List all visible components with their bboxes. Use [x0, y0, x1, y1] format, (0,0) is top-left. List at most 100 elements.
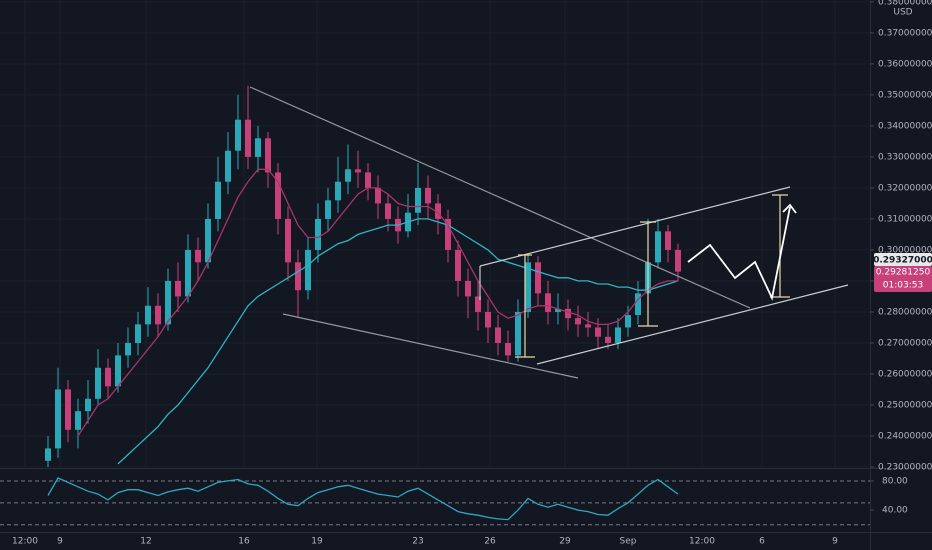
- candle-body: [455, 249, 461, 281]
- x-tick-label: 16: [238, 537, 250, 547]
- y-tick-label: 0.30000000: [878, 245, 932, 255]
- y-tick-label: 0.32000000: [878, 183, 932, 193]
- candle-body: [515, 311, 521, 356]
- y-tick-label: 0.28000000: [878, 307, 932, 317]
- measure: [770, 194, 790, 298]
- candle-body: [375, 187, 381, 204]
- x-tick-label: Sep: [620, 537, 637, 547]
- candle-body: [175, 280, 181, 297]
- y-tick-label: 0.34000000: [878, 121, 932, 131]
- measure: [515, 254, 535, 358]
- candle-body: [625, 315, 631, 328]
- candle-body: [185, 249, 191, 297]
- candle-body: [335, 181, 341, 201]
- candle-body: [75, 411, 81, 430]
- y-tick-label: 0.25000000: [878, 400, 932, 410]
- price-pane: [45, 85, 681, 467]
- y-tick-label: 0.37000000: [878, 28, 932, 38]
- candle-body: [355, 169, 361, 173]
- candle-body: [655, 231, 661, 263]
- y-tick-label: 0.33000000: [878, 152, 932, 162]
- x-tick-label: 23: [412, 537, 423, 547]
- candle-body: [345, 169, 351, 182]
- candle-body: [635, 293, 641, 316]
- trend-line: [249, 86, 751, 309]
- candle-body: [605, 336, 611, 343]
- candle-body: [255, 138, 261, 157]
- currency: USD: [893, 8, 912, 18]
- y-tick-label: 0.36000000: [878, 59, 932, 69]
- x-tick-label: 9: [57, 537, 63, 547]
- candle-body: [125, 342, 131, 356]
- channel-line: [479, 186, 791, 267]
- candle-body: [225, 150, 231, 182]
- candle-body: [245, 119, 251, 157]
- rsi-line: [47, 477, 679, 521]
- candle-body: [215, 181, 221, 219]
- moving-average: [117, 218, 679, 465]
- candle-body: [315, 218, 321, 250]
- y-tick-label: 0.35000000: [878, 90, 932, 100]
- candle-body: [235, 119, 241, 151]
- price-label-box: [874, 253, 932, 266]
- candle-body: [205, 218, 211, 263]
- x-tick-label: 26: [484, 537, 496, 547]
- time-axis: 12:00 9 12 16 19 23 26 29 Sep 12:00 6 9: [12, 537, 838, 547]
- candle-body: [555, 308, 561, 312]
- candle-body: [365, 172, 371, 188]
- candle-body: [85, 398, 91, 412]
- x-tick-label: 12:00: [12, 537, 38, 547]
- candle-body: [585, 324, 591, 328]
- candle-body: [385, 203, 391, 219]
- candle-body: [135, 324, 141, 343]
- candle-body: [545, 293, 551, 312]
- projection-path: [687, 203, 797, 301]
- candle-body: [475, 296, 481, 312]
- candle-body: [495, 327, 501, 343]
- candle-body: [435, 203, 441, 219]
- y-tick-label: 0.26000000: [878, 369, 932, 379]
- candle-body: [275, 172, 281, 219]
- candle-body: [305, 249, 311, 291]
- x-tick-label: 29: [559, 537, 571, 547]
- y-tick-label: 0.27000000: [878, 338, 932, 348]
- x-tick-label: 9: [832, 537, 838, 547]
- rsi-tick-label: 80.00: [882, 476, 908, 486]
- x-tick-label: 12:00: [689, 537, 715, 547]
- candle-body: [675, 249, 681, 272]
- price-label: 0.29281250: [876, 268, 931, 278]
- y-tick-label: 0.24000000: [878, 431, 932, 441]
- candle-body: [145, 305, 151, 325]
- candle-body: [195, 249, 201, 263]
- candle-body: [295, 262, 301, 291]
- candle-body: [565, 308, 571, 319]
- candle-body: [505, 342, 511, 356]
- x-tick-label: 12: [140, 537, 151, 547]
- y-tick-label: 0.23000000: [878, 463, 932, 473]
- y-tick-label: 0.31000000: [878, 214, 932, 224]
- candle-body: [285, 218, 291, 263]
- candle-body: [485, 311, 491, 328]
- countdown: 01:03:53: [883, 281, 923, 291]
- candle-body: [445, 218, 451, 250]
- x-tick-label: 19: [311, 537, 323, 547]
- candle-body: [165, 280, 171, 325]
- trend-line: [282, 313, 579, 379]
- candle-body: [105, 367, 111, 387]
- y-tick-label: 0.38000000: [878, 0, 932, 7]
- candle-body: [595, 327, 601, 337]
- candle-body: [615, 327, 621, 343]
- candle-body: [65, 389, 71, 430]
- candle-body: [155, 305, 161, 325]
- candle-body: [115, 355, 121, 387]
- candle-body: [415, 187, 421, 213]
- candle-body: [665, 231, 671, 250]
- candle-body: [325, 200, 331, 219]
- price-label-box: [874, 266, 932, 292]
- candle-body: [55, 389, 61, 449]
- channel-line: [536, 284, 849, 365]
- x-tick-label: 6: [759, 537, 765, 547]
- candle-body: [465, 280, 471, 297]
